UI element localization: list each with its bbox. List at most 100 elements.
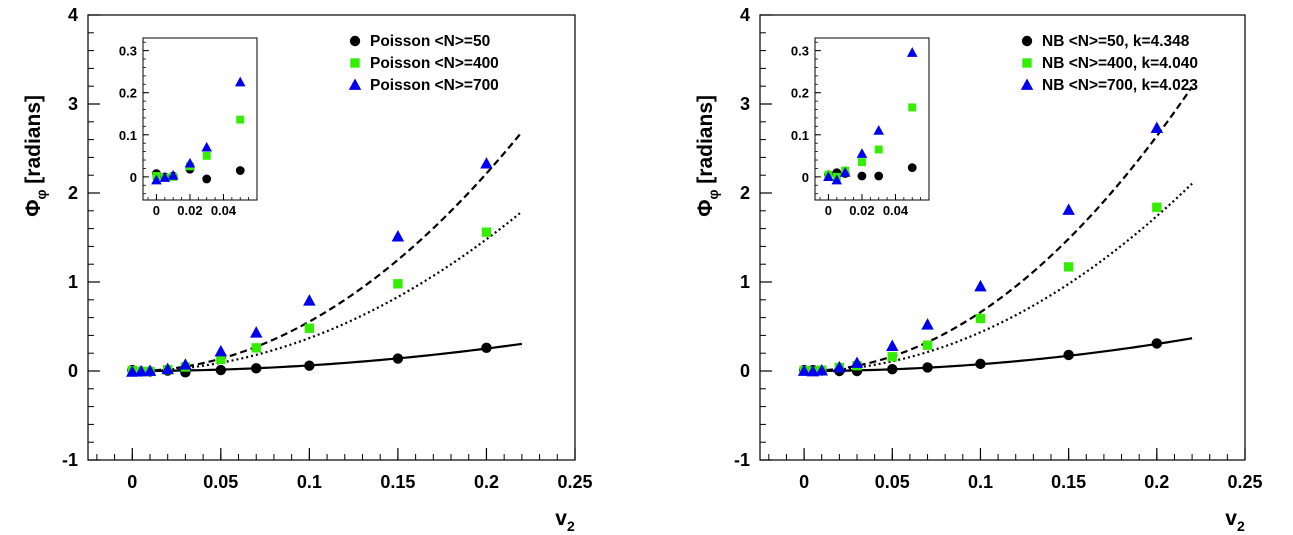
series-1 bbox=[798, 338, 1163, 377]
inset-series-3 bbox=[151, 76, 246, 185]
data-point bbox=[1150, 121, 1164, 133]
data-point bbox=[922, 362, 933, 373]
legend: Poisson <N>=50 Poisson <N>=400 Poisson <N>… bbox=[348, 33, 499, 94]
data-point bbox=[134, 364, 148, 377]
data-point bbox=[303, 294, 316, 306]
x-tick-label: 0.05 bbox=[203, 472, 238, 492]
data-point bbox=[1063, 349, 1074, 361]
y-tick-label: 2 bbox=[740, 183, 750, 203]
data-point bbox=[797, 364, 811, 376]
fit-curve-dashed bbox=[804, 86, 1193, 373]
data-point bbox=[1062, 203, 1075, 215]
inset-series-3 bbox=[823, 47, 918, 185]
y-axis-title: Φφ [radians] bbox=[694, 95, 721, 217]
data-point bbox=[887, 352, 897, 362]
x-tick-label: 0.2 bbox=[474, 472, 499, 492]
inset-data-point bbox=[857, 171, 867, 181]
x-axis-title-subscript: 2 bbox=[1237, 518, 1245, 534]
data-point bbox=[1151, 338, 1163, 349]
data-point bbox=[974, 279, 987, 292]
inset-plot: 0 0.02 0.04 0 0.1 0.2 0.3 bbox=[119, 37, 258, 218]
fit-curve-dotted bbox=[804, 182, 1193, 373]
inset-x-tick-label: 0.02 bbox=[177, 203, 202, 218]
x-axis-title-main: v bbox=[555, 507, 567, 530]
inset-data-point bbox=[831, 174, 843, 185]
inset-data-point bbox=[908, 103, 917, 112]
y-axis-title-group: Φφ [radians] bbox=[22, 95, 49, 217]
data-point bbox=[975, 313, 986, 324]
inset-plot: 0 0.02 0.04 0 0.1 0.2 0.3 bbox=[791, 37, 930, 218]
x-tick-label: 0.2 bbox=[1144, 472, 1169, 492]
x-axis-title: v2 bbox=[555, 507, 575, 534]
x-tick-label: 0 bbox=[127, 472, 137, 492]
data-point bbox=[1152, 202, 1162, 212]
inset-data-point bbox=[159, 172, 171, 182]
y-tick-label: 0 bbox=[68, 361, 78, 381]
data-point bbox=[391, 230, 405, 242]
data-point bbox=[251, 363, 262, 374]
data-point bbox=[921, 318, 934, 330]
x-tick-label: 0.15 bbox=[380, 472, 415, 492]
inset-data-point bbox=[184, 157, 196, 168]
y-axis-title-subscript: φ bbox=[705, 190, 721, 200]
data-point bbox=[481, 227, 492, 237]
x-tick-label: 0 bbox=[799, 472, 809, 492]
fit-curve-dotted bbox=[132, 210, 523, 373]
inset-data-point bbox=[856, 148, 868, 158]
x-tick-label: 0.1 bbox=[968, 472, 993, 492]
data-point bbox=[393, 279, 403, 289]
legend-label: Poisson <N>=50 bbox=[370, 33, 490, 50]
series-3 bbox=[126, 157, 493, 377]
y-tick-label: 0 bbox=[740, 361, 750, 381]
y-tick-label: 3 bbox=[68, 94, 78, 114]
data-point bbox=[480, 157, 493, 169]
y-axis-title-unit: [radians] bbox=[694, 95, 717, 190]
inset-data-point bbox=[907, 163, 917, 173]
inset-data-point bbox=[201, 141, 212, 152]
inset-x-tick-label: 0 bbox=[825, 203, 832, 218]
legend-label: NB <N>=700, k=4.023 bbox=[1042, 77, 1198, 94]
data-point bbox=[833, 360, 846, 373]
data-point bbox=[249, 326, 263, 338]
y-axis-title-main: Φ bbox=[694, 200, 717, 217]
inset-data-point bbox=[234, 76, 246, 87]
inset-data-point bbox=[874, 145, 883, 154]
inset-data-point bbox=[839, 167, 851, 177]
data-point bbox=[215, 364, 227, 376]
y-axis-title-main: Φ bbox=[22, 200, 45, 217]
plot-frame bbox=[87, 14, 576, 461]
inset-x-tick-label: 0.04 bbox=[211, 203, 237, 218]
legend: NB <N>=50, k=4.348 NB <N>=400, k=4.040 NB … bbox=[1020, 33, 1198, 94]
data-point bbox=[886, 339, 899, 351]
inset-data-point bbox=[906, 47, 918, 57]
data-point bbox=[815, 364, 828, 376]
inset-y-tick-label: 0.1 bbox=[119, 128, 137, 143]
data-point bbox=[143, 364, 157, 376]
y-axis-title: Φφ [radians] bbox=[22, 95, 49, 217]
data-point bbox=[251, 343, 261, 353]
inset-data-point bbox=[874, 171, 884, 181]
y-axis-title-subscript: φ bbox=[33, 190, 49, 200]
y-tick-label: -1 bbox=[734, 450, 750, 470]
legend-marker bbox=[1020, 78, 1034, 90]
x-tick-label: 0.1 bbox=[297, 472, 322, 492]
plot-frame bbox=[759, 14, 1246, 461]
series-1 bbox=[127, 342, 492, 378]
y-tick-label: 2 bbox=[68, 183, 78, 203]
y-axis-title-group: Φφ [radians] bbox=[694, 95, 721, 217]
data-point bbox=[922, 340, 933, 350]
fit-curve-dashed bbox=[132, 131, 523, 373]
inset-data-point bbox=[235, 166, 245, 175]
y-tick-label: 4 bbox=[740, 5, 750, 25]
series-3 bbox=[797, 121, 1164, 377]
x-tick-label: 0.25 bbox=[557, 472, 592, 492]
y-axis-title-unit: [radians] bbox=[22, 95, 45, 190]
data-point bbox=[850, 356, 864, 368]
y-tick-label: 1 bbox=[68, 272, 78, 292]
data-point bbox=[304, 360, 315, 371]
data-point bbox=[975, 358, 986, 370]
legend-marker bbox=[1021, 35, 1033, 47]
inset-y-tick-label: 0.1 bbox=[791, 128, 809, 143]
inset-y-tick-label: 0.3 bbox=[791, 44, 809, 59]
data-point bbox=[161, 362, 174, 375]
